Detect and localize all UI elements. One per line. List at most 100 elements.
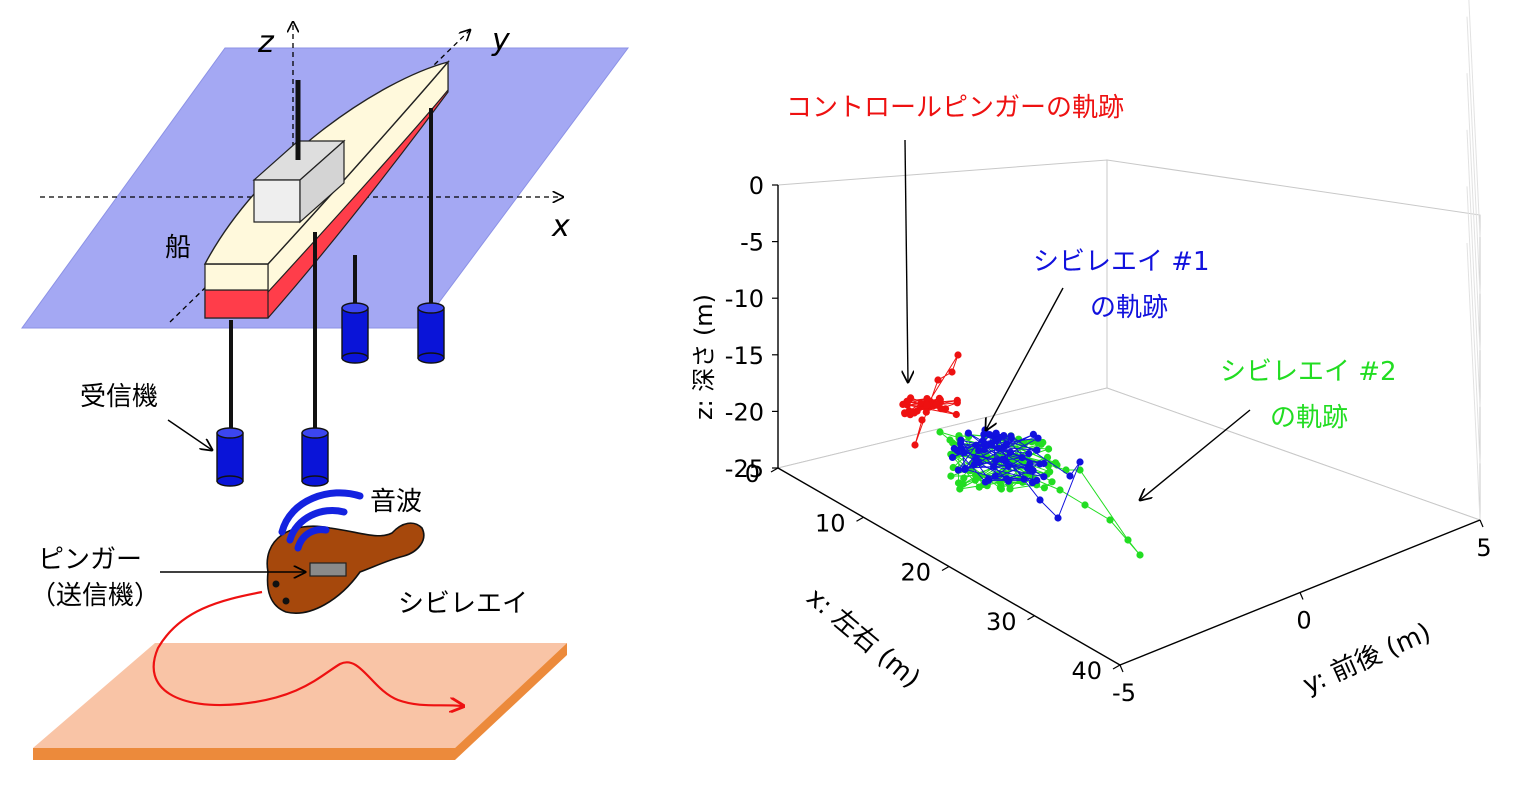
trajectory-point	[1062, 466, 1070, 474]
trajectory-point	[961, 464, 969, 472]
trajectory-point	[1025, 450, 1033, 458]
trajectory-point	[981, 478, 990, 486]
trajectory-point	[972, 455, 980, 463]
ray1-annotation-arrow	[986, 287, 1064, 430]
x-axis-label: x	[551, 209, 570, 244]
ray1-trajectory	[948, 426, 1084, 522]
ray-swimming-path	[152, 590, 462, 706]
trajectory-point	[1136, 551, 1144, 559]
trajectory-point	[975, 447, 983, 455]
x-tick	[856, 516, 864, 522]
y-axis-label: y	[491, 23, 511, 58]
trajectory-point	[899, 400, 907, 408]
trajectory-point	[946, 436, 954, 444]
trajectory-point	[1043, 453, 1052, 461]
receiver-3	[341, 302, 369, 364]
trajectory-point	[948, 453, 957, 461]
trajectory-point	[1029, 467, 1037, 475]
x-axis-title: x: 左右 (m)	[801, 582, 926, 694]
pinger-label: ピンガー	[38, 545, 142, 575]
soundwave-label: 音波	[370, 487, 422, 517]
ray2-annotation-line2: の軌跡	[1270, 403, 1348, 433]
x-tick-label: 10	[815, 509, 846, 537]
trajectory-point	[1051, 459, 1060, 467]
ship-label: 船	[165, 233, 191, 263]
trajectory-point	[1081, 501, 1089, 509]
trajectory-point	[957, 436, 965, 444]
trajectory-point	[1020, 475, 1028, 483]
gridline	[1466, 16, 1481, 294]
seabed-front	[33, 748, 455, 760]
trajectory-point	[1076, 458, 1084, 466]
trajectory-point	[901, 410, 909, 418]
trajectory-point	[980, 446, 988, 454]
receiver-4	[417, 302, 445, 364]
trajectory-point	[987, 440, 995, 448]
x-tick-label: 40	[1071, 657, 1102, 685]
gridline	[1466, 242, 1481, 521]
trajectory-point	[972, 441, 980, 449]
trajectory-point	[997, 485, 1006, 493]
trajectory-point	[1040, 459, 1048, 468]
z-tick-label: -20	[725, 398, 764, 426]
trajectory-point	[1006, 448, 1015, 456]
z-tick-label: -25	[725, 455, 764, 483]
ray1-annotation-line2: の軌跡	[1090, 293, 1168, 323]
chart-gridlines	[1466, 0, 1481, 521]
y-axis-title: y: 前後 (m)	[1299, 618, 1436, 701]
receiver-1	[216, 427, 244, 487]
trajectory-3d-chart: 0 -5 -10 -15 -20 -25 0 10 20 30 40 -5 0 5 z: 深さ (m)…	[690, 0, 1492, 707]
control-annotation: コントロールピンガーの軌跡	[786, 93, 1124, 123]
y-tick	[1119, 664, 1124, 673]
gridline	[1466, 186, 1481, 464]
z-axis-title: z: 深さ (m)	[690, 294, 718, 420]
trajectory-point	[956, 485, 964, 493]
trajectory-point	[994, 444, 1003, 452]
pinger-tag	[309, 562, 347, 577]
trajectory-point	[1007, 432, 1015, 440]
trajectory-point	[1026, 460, 1034, 468]
x-tick	[770, 467, 779, 473]
trajectory-point	[904, 397, 912, 405]
trajectory-point	[1045, 445, 1053, 453]
trajectory-point	[964, 429, 973, 437]
receiver-2	[301, 427, 329, 487]
z-tick-label: -5	[740, 229, 764, 257]
seabed-side	[455, 643, 567, 760]
trajectory-point	[923, 395, 931, 403]
y-tick-label: -5	[1112, 679, 1136, 707]
ray2-annotation-arrow	[1140, 409, 1251, 500]
trajectory-point	[1028, 479, 1037, 487]
trajectory-point	[992, 429, 1000, 437]
trajectory-point	[1056, 486, 1064, 494]
control-annotation-arrow	[905, 139, 908, 382]
trajectory-point	[1106, 516, 1114, 524]
trajectory-point	[952, 410, 960, 419]
trajectory-point	[957, 444, 965, 452]
x-tick-label: 0	[745, 460, 760, 488]
trajectory-point	[932, 400, 940, 408]
ray2-annotation-line1: シビレエイ #2	[1220, 357, 1397, 387]
trajectory-point	[1066, 472, 1074, 480]
y-tick-label: 0	[1296, 607, 1311, 635]
x-tick-label: 20	[900, 559, 931, 587]
trajectory-point	[948, 368, 956, 376]
trajectory-point	[1006, 485, 1014, 493]
x-tick	[941, 565, 950, 572]
ray1-annotation-line1: シビレエイ #1	[1033, 247, 1210, 277]
trajectory-point	[911, 441, 919, 449]
ray-label: シビレエイ	[398, 589, 528, 619]
trajectory-point	[910, 409, 918, 417]
trajectory-point	[1018, 454, 1026, 462]
gridline	[1468, 0, 1481, 238]
x-tick	[1027, 615, 1035, 621]
trajectory-point	[1040, 484, 1048, 492]
trajectory-point	[923, 401, 931, 409]
trajectory-point	[1029, 430, 1037, 438]
trajectory-point	[954, 351, 962, 359]
z-tick-label: -15	[725, 342, 764, 370]
trajectory-point	[947, 472, 955, 480]
trajectory-point	[1054, 514, 1062, 522]
trajectory-point	[979, 437, 987, 445]
